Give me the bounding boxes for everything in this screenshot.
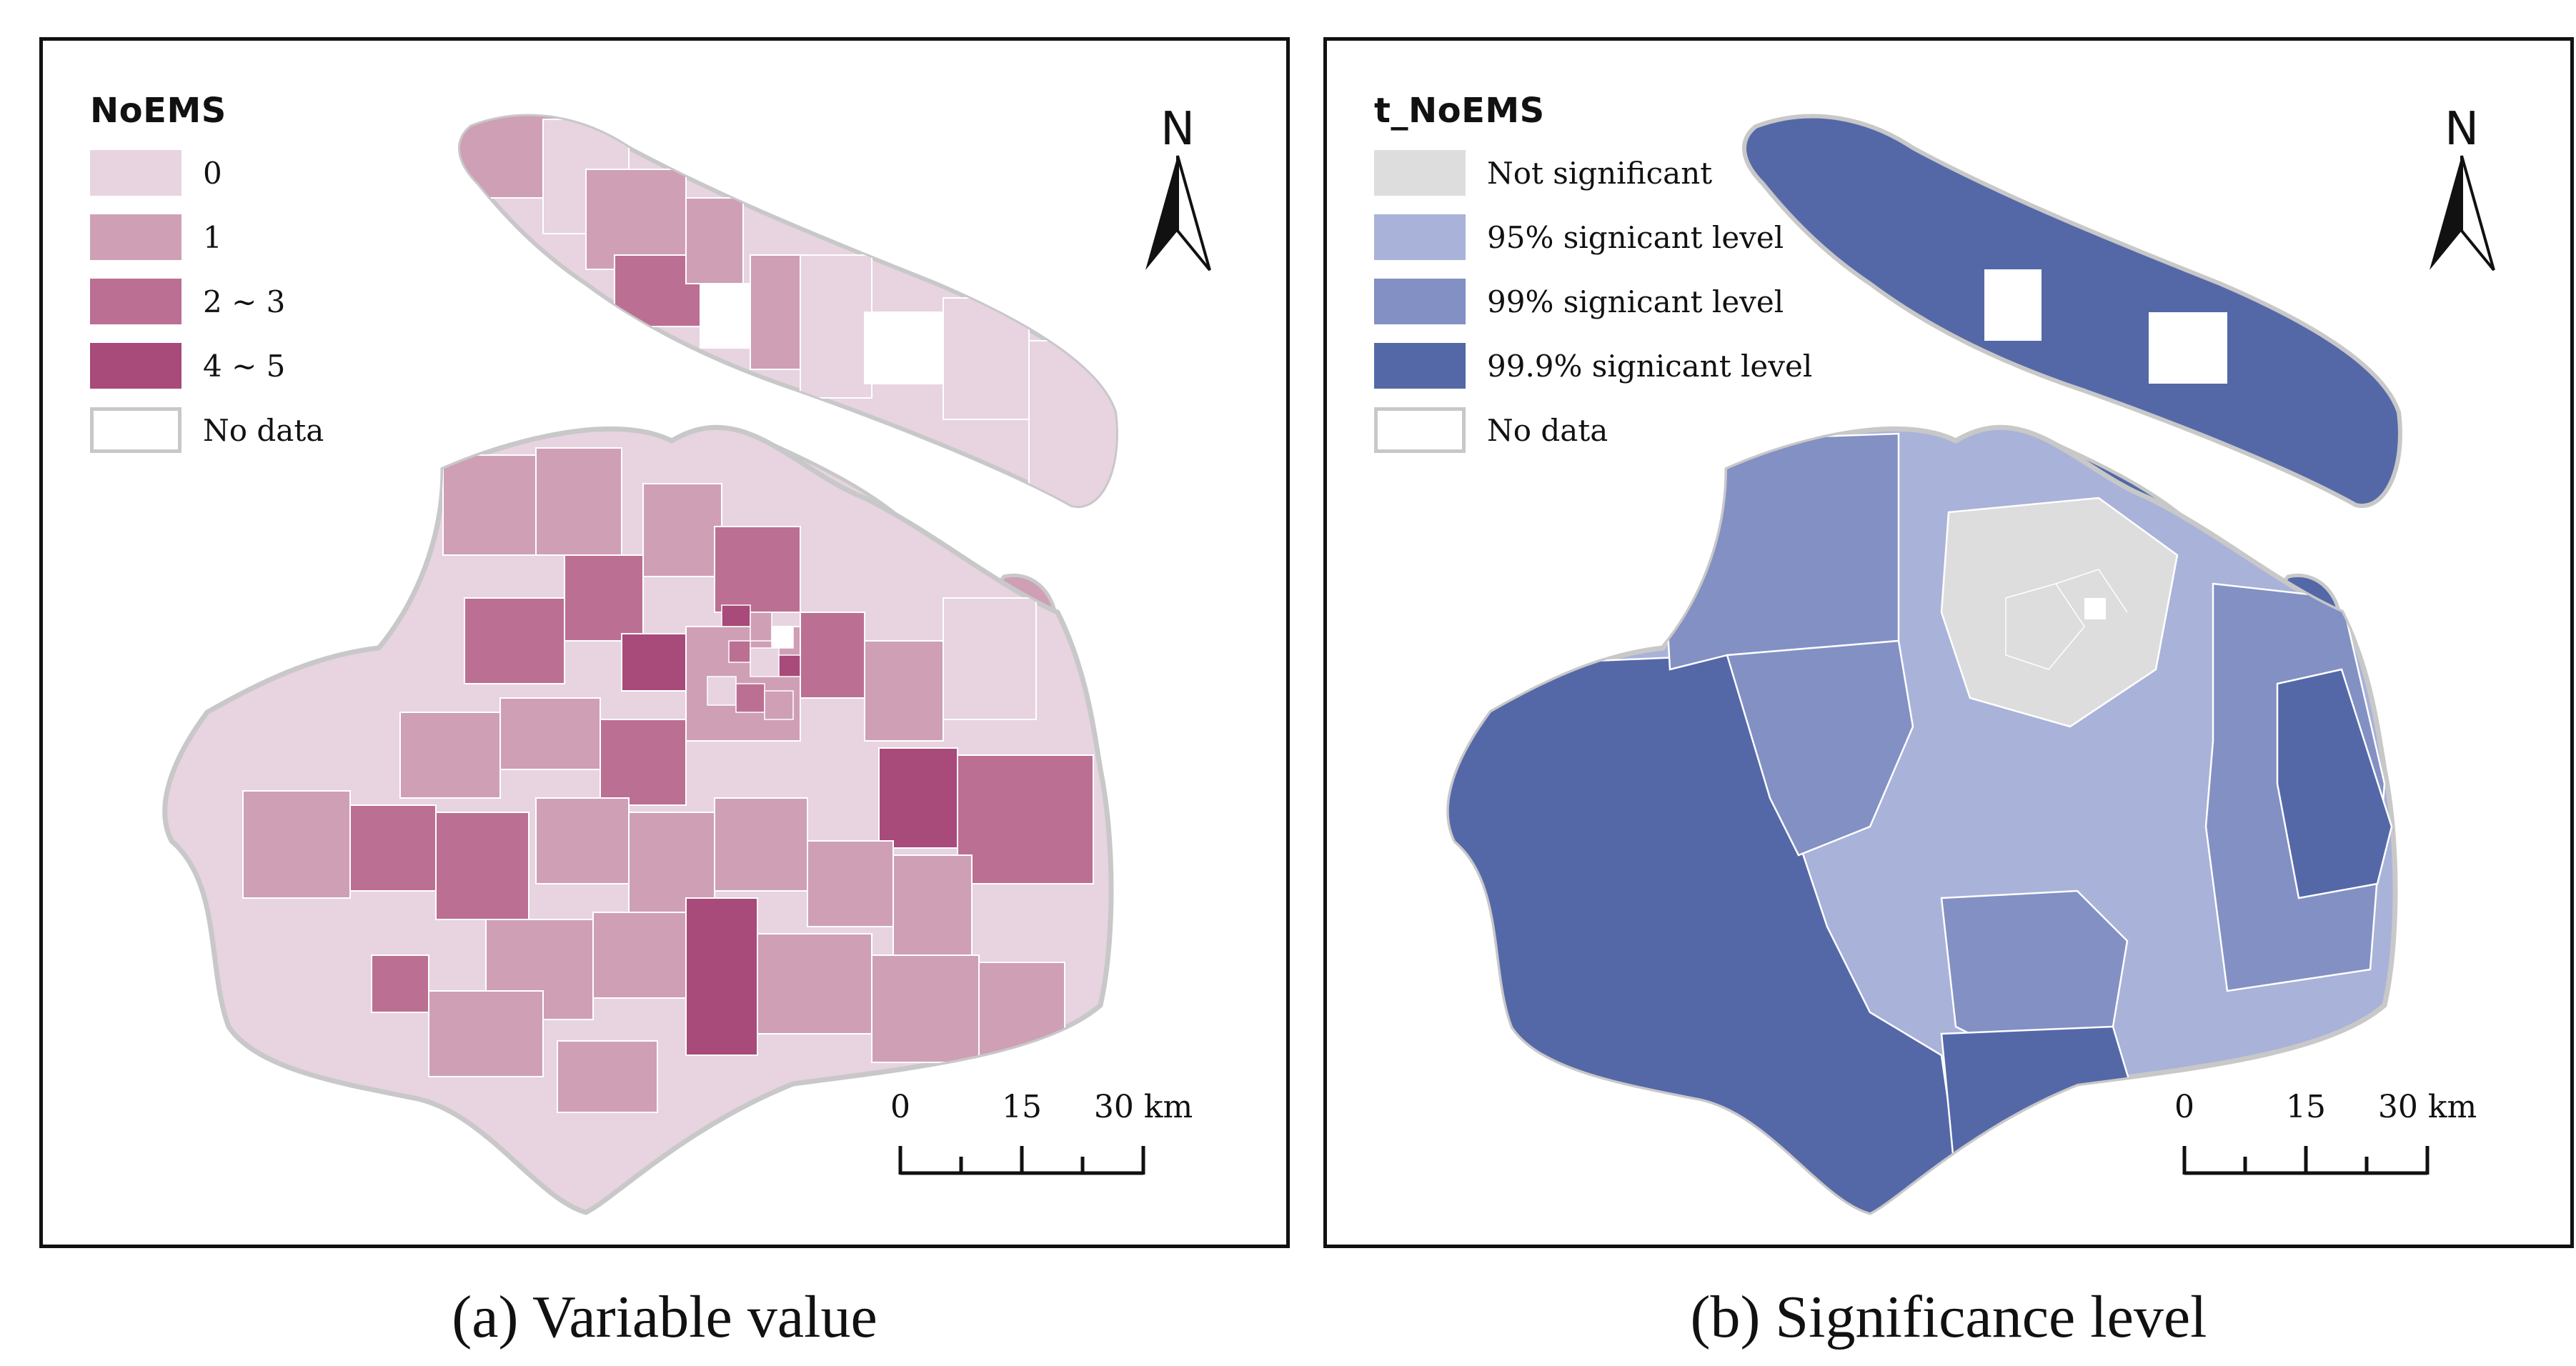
legend-label: 0	[203, 155, 222, 191]
legend-item: 95% signicant level	[1374, 205, 1812, 269]
scale-tick-label: 0	[890, 1089, 910, 1125]
legend-label: 2 ~ 3	[203, 284, 286, 319]
caption-significance-level: (b) Significance level	[1690, 1284, 2207, 1350]
legend-title: t_NoEMS	[1374, 91, 1545, 131]
scale-tick-label: 30 km	[1093, 1089, 1193, 1125]
legend-swatch	[1374, 214, 1466, 260]
legend-item: No data	[1374, 398, 1812, 462]
legend-swatch	[90, 279, 181, 324]
scale-tick-label: 0	[2174, 1089, 2194, 1125]
legend-item: 99% signicant level	[1374, 269, 1812, 334]
legend-title: NoEMS	[90, 91, 227, 131]
legend-swatch	[90, 407, 181, 453]
scale-tick-label: 15	[1002, 1089, 1042, 1125]
scale-tick-label: 15	[2286, 1089, 2326, 1125]
choropleth-map	[162, 114, 1118, 1215]
legend-item: 2 ~ 3	[90, 269, 324, 334]
legend-item: 99.9% signicant level	[1374, 334, 1812, 398]
legend-label: 1	[203, 219, 222, 255]
legend-label: 99% signicant level	[1487, 284, 1784, 319]
legend-swatch	[1374, 343, 1466, 389]
north-arrow: N	[2419, 106, 2505, 276]
legend-label: 4 ~ 5	[203, 348, 286, 384]
scale-bar-line	[898, 1146, 1145, 1175]
significance-map	[1446, 114, 2402, 1215]
legend-item: 0	[90, 141, 324, 205]
legend: NoEMS 0 1 2 ~ 3 4 ~ 5 No data	[90, 91, 324, 462]
shanghai-mainland	[1446, 424, 2398, 1215]
legend-swatch	[1374, 150, 1466, 196]
scale-bar-line	[2182, 1146, 2430, 1175]
legend-swatch	[90, 214, 181, 260]
legend-label: Not significant	[1487, 155, 1713, 191]
legend-item: No data	[90, 398, 324, 462]
caption-variable-value: (a) Variable value	[452, 1284, 877, 1350]
shanghai-mainland	[162, 424, 1114, 1215]
legend-label: No data	[1487, 412, 1608, 448]
legend-swatch	[1374, 407, 1466, 453]
legend-label: 95% signicant level	[1487, 219, 1784, 255]
map-panel-variable-value: NoEMS 0 1 2 ~ 3 4 ~ 5 No data N 0 1	[39, 37, 1290, 1248]
legend: t_NoEMS Not significant 95% signicant le…	[1374, 91, 1812, 462]
scale-tick-label: 30 km	[2377, 1089, 2477, 1125]
legend-label: 99.9% signicant level	[1487, 348, 1813, 384]
chongming-island	[1742, 114, 2402, 509]
legend-swatch	[90, 343, 181, 389]
legend-label: No data	[203, 412, 324, 448]
north-arrow-icon	[2430, 155, 2495, 271]
north-label: N	[2445, 103, 2479, 156]
north-arrow-icon	[1145, 155, 1211, 271]
legend-swatch	[1374, 279, 1466, 324]
north-label: N	[1160, 103, 1195, 156]
map-panel-significance-level: t_NoEMS Not significant 95% signicant le…	[1323, 37, 2574, 1248]
legend-item: 1	[90, 205, 324, 269]
scale-bar: 0 15 30 km	[2170, 1089, 2477, 1182]
north-arrow: N	[1135, 106, 1220, 276]
scale-bar: 0 15 30 km	[886, 1089, 1193, 1182]
legend-item: Not significant	[1374, 141, 1812, 205]
legend-item: 4 ~ 5	[90, 334, 324, 398]
legend-swatch	[90, 150, 181, 196]
